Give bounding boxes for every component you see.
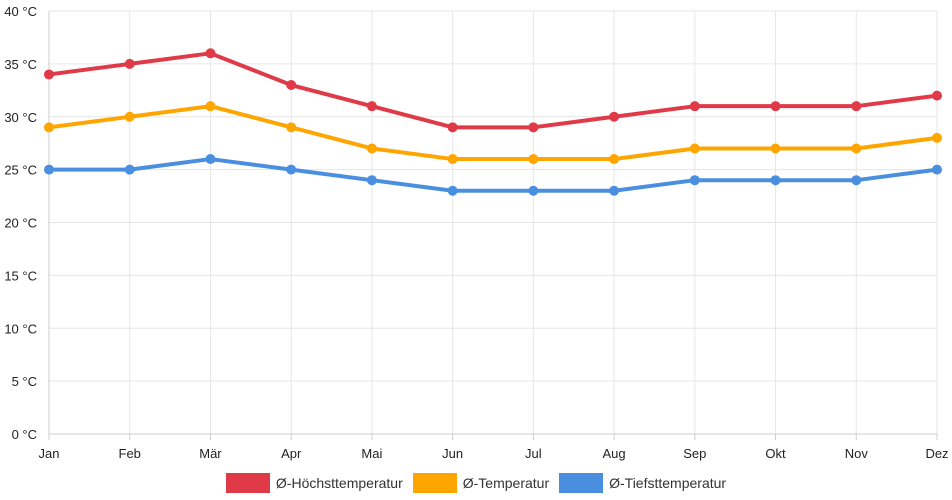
- data-point: [124, 111, 135, 122]
- x-tick-label: Jun: [442, 446, 463, 461]
- data-point: [851, 143, 862, 154]
- x-tick-label: Mai: [361, 446, 382, 461]
- data-point: [528, 122, 539, 133]
- data-point: [44, 69, 54, 80]
- y-tick-label: 25 °C: [4, 163, 37, 178]
- x-tick-label: Nov: [845, 446, 869, 461]
- x-tick-label: Mär: [199, 446, 222, 461]
- data-point: [366, 101, 377, 112]
- y-tick-label: 40 °C: [4, 4, 37, 19]
- series-line-1: [47, 104, 939, 162]
- x-tick-label: Aug: [603, 446, 626, 461]
- y-tick-label: 10 °C: [4, 321, 37, 336]
- x-tick-label: Feb: [119, 446, 141, 461]
- data-point: [609, 111, 620, 122]
- data-point: [770, 175, 781, 186]
- x-tick-label: Apr: [281, 446, 302, 461]
- data-point: [447, 122, 458, 133]
- series-line-0: [47, 51, 939, 130]
- data-point: [286, 164, 297, 175]
- x-tick-label: Jan: [39, 446, 60, 461]
- legend-swatch-avg: [412, 473, 457, 493]
- data-point: [689, 143, 700, 154]
- data-point: [609, 185, 620, 196]
- legend-swatch-max: [225, 473, 270, 493]
- data-point: [609, 154, 620, 165]
- y-tick-label: 15 °C: [4, 268, 37, 283]
- data-point: [932, 132, 942, 143]
- data-point: [851, 101, 862, 112]
- legend-swatch-min: [559, 473, 604, 493]
- data-point: [932, 164, 942, 175]
- data-point: [447, 154, 458, 165]
- data-point: [689, 175, 700, 186]
- data-point: [286, 122, 297, 133]
- y-tick-label: 30 °C: [4, 110, 37, 125]
- series-line-2: [47, 157, 939, 193]
- y-tick-label: 35 °C: [4, 57, 37, 72]
- legend-label-max: Ø-Höchsttemperatur: [275, 475, 403, 491]
- y-axis-ticks: 0 °C 5 °C 10 °C 15 °C 20 °C 25 °C 30 °C 35 °C 40…: [4, 4, 37, 442]
- x-tick-label: Jul: [525, 446, 542, 461]
- data-point: [528, 185, 539, 196]
- x-tick-label: Dez: [925, 446, 948, 461]
- data-point: [124, 164, 135, 175]
- y-tick-label: 20 °C: [4, 216, 37, 231]
- x-tick-label: Okt: [765, 446, 786, 461]
- legend-label-avg: Ø-Temperatur: [462, 475, 550, 491]
- data-point: [366, 143, 377, 154]
- legend-label-min: Ø-Tiefsttemperatur: [609, 475, 727, 491]
- data-point: [770, 101, 781, 112]
- legend-item-min[interactable]: Ø-Tiefsttemperatur: [559, 473, 726, 493]
- x-axis-ticks: Jan Feb Mär Apr Mai Jun Jul Aug Sep Okt Nov Dez: [39, 434, 949, 461]
- legend: Ø-Höchsttemperatur Ø-Temperatur Ø-Tiefst…: [0, 470, 952, 496]
- data-point: [528, 154, 539, 165]
- data-point: [689, 101, 700, 112]
- data-point: [44, 164, 54, 175]
- temperature-line-chart: 0 °C 5 °C 10 °C 15 °C 20 °C 25 °C 30 °C 35 °C 40…: [4, 4, 949, 461]
- data-series: [44, 48, 942, 196]
- data-point: [124, 58, 135, 69]
- data-point: [44, 122, 54, 133]
- legend-item-avg[interactable]: Ø-Temperatur: [412, 473, 550, 493]
- data-point: [770, 143, 781, 154]
- grid-lines: [48, 10, 938, 435]
- data-point: [205, 154, 216, 165]
- data-point: [286, 80, 297, 91]
- x-tick-label: Sep: [683, 446, 706, 461]
- y-tick-label: 0 °C: [12, 427, 37, 442]
- data-point: [205, 48, 216, 59]
- data-point: [205, 101, 216, 112]
- y-tick-label: 5 °C: [12, 374, 37, 389]
- data-point: [447, 185, 458, 196]
- data-point: [366, 175, 377, 186]
- data-point: [851, 175, 862, 186]
- legend-item-max[interactable]: Ø-Höchsttemperatur: [225, 473, 403, 493]
- data-point: [932, 90, 942, 101]
